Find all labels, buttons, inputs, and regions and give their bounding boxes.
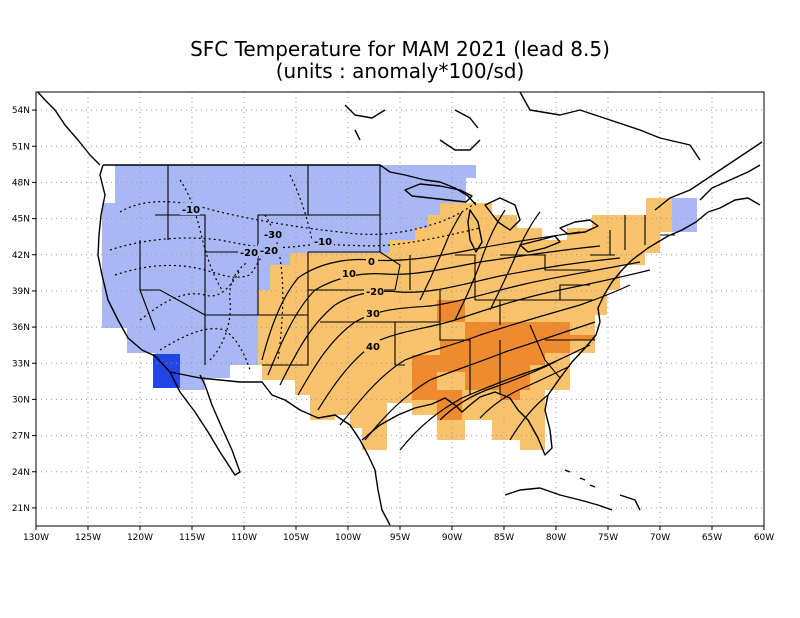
contour-label: -30 (264, 230, 282, 241)
y-tick-label: 21N (12, 504, 30, 514)
contour-line (297, 261, 641, 396)
contour-label: -20 (260, 246, 278, 257)
contour-label: 40 (366, 342, 380, 353)
contour-line (179, 179, 223, 291)
contour-label: 30 (366, 309, 380, 320)
contour-line (479, 365, 571, 419)
x-tick-label: 110W (231, 533, 257, 543)
map-title: SFC Temperature for MAM 2021 (lead 8.5) (190, 37, 610, 61)
y-tick-label: 48N (12, 178, 30, 188)
x-tick-label: 90W (442, 533, 462, 543)
strong-above-normal-region (412, 322, 595, 420)
x-tick-label: 95W (390, 533, 410, 543)
contour-line (489, 211, 541, 311)
contour-line (289, 174, 313, 241)
contour-label: -10 (182, 205, 200, 216)
contour-label: -20 (366, 287, 384, 298)
contour-line (509, 394, 549, 441)
contour-label: 10 (342, 269, 356, 280)
coastlines-and-borders (36, 92, 763, 526)
x-tick-label: 85W (494, 533, 514, 543)
below-normal-northeast (672, 198, 697, 232)
x-tick-labels: 130W 125W 120W 115W 110W 105W 100W 95W 90W 85W 80W… (23, 526, 774, 543)
x-tick-label: 80W (546, 533, 566, 543)
contour-label: -10 (314, 237, 332, 248)
map-subtitle: (units : anomaly*100/sd) (275, 59, 525, 83)
strong-above-normal-cell (437, 300, 465, 322)
y-tick-label: 51N (12, 142, 30, 152)
x-tick-label: 120W (127, 533, 153, 543)
anomaly-shading (102, 165, 697, 450)
contour-line (339, 284, 631, 426)
x-tick-label: 130W (23, 533, 49, 543)
contour-line (109, 227, 481, 251)
contour-line (399, 344, 591, 451)
contour-line (267, 245, 601, 376)
contour-line (114, 244, 276, 278)
x-tick-label: 75W (598, 533, 618, 543)
y-tick-labels: 21N 24N 27N 30N 33N 36N 39N 42N 45N 48N 51N 54N (12, 106, 36, 514)
y-tick-label: 24N (12, 468, 30, 478)
x-tick-label: 105W (283, 533, 309, 543)
contour-line (419, 211, 463, 301)
contour-line (279, 257, 621, 386)
contour-line (209, 261, 249, 361)
y-tick-label: 30N (12, 395, 30, 405)
contour-line (454, 209, 506, 321)
x-tick-label: 70W (650, 533, 670, 543)
y-tick-label: 42N (12, 251, 30, 261)
below-normal-region (102, 165, 476, 390)
y-tick-label: 39N (12, 287, 30, 297)
contour-labels: -10 -30 -20 -20 -10 0 10 -20 30 40 (180, 203, 384, 353)
y-tick-label: 36N (12, 323, 30, 333)
y-tick-label: 54N (12, 106, 30, 116)
y-tick-label: 45N (12, 215, 30, 225)
x-tick-label: 65W (702, 533, 722, 543)
x-tick-label: 125W (75, 533, 101, 543)
x-tick-label: 100W (335, 533, 361, 543)
contour-label: -20 (240, 248, 258, 259)
y-tick-label: 27N (12, 432, 30, 442)
contour-lines (109, 174, 651, 451)
contour-line (439, 361, 556, 421)
x-tick-label: 60W (754, 533, 774, 543)
y-tick-label: 33N (12, 359, 30, 369)
x-tick-label: 115W (179, 533, 205, 543)
contour-label: 0 (368, 257, 375, 268)
contour-line (364, 321, 596, 441)
